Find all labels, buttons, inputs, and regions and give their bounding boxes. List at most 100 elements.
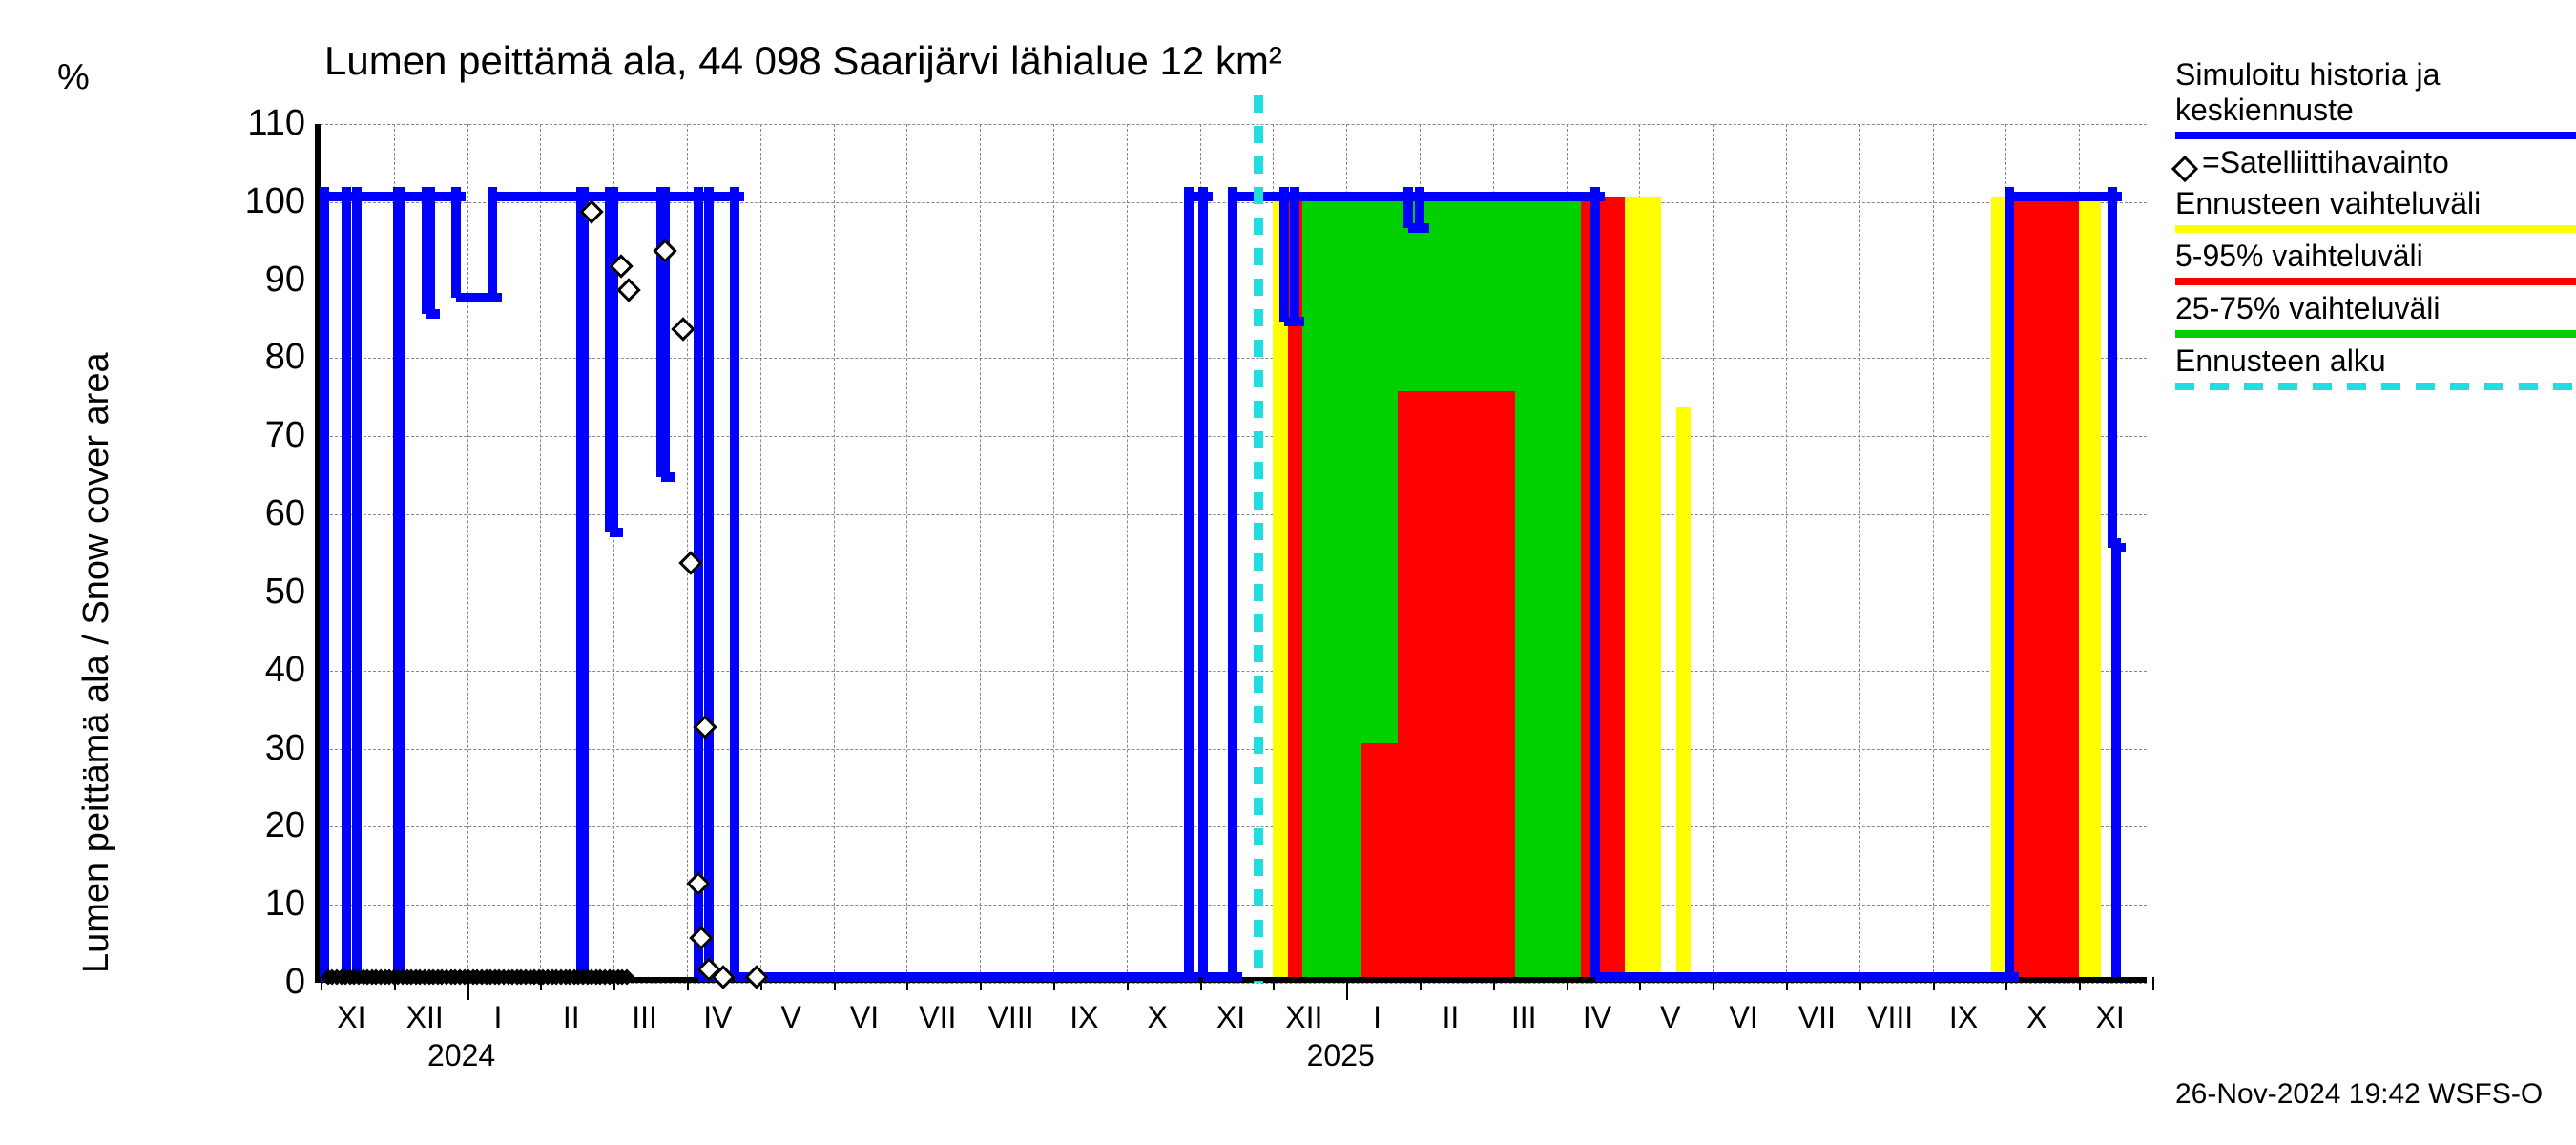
band-green bbox=[1302, 197, 1361, 977]
satellite-marker bbox=[616, 278, 640, 302]
x-tick-label: X bbox=[1129, 1000, 1186, 1035]
x-tick-label: VII bbox=[909, 1000, 966, 1035]
sim-line bbox=[1290, 187, 1299, 322]
legend-label: Simuloitu historia ja bbox=[2175, 57, 2576, 93]
x-tick-label: I bbox=[469, 1000, 527, 1035]
grid-line-v bbox=[540, 124, 541, 977]
legend-swatch bbox=[2175, 383, 2576, 390]
grid-line-v bbox=[834, 124, 835, 977]
x-tick bbox=[1273, 977, 1275, 990]
sim-line bbox=[2005, 187, 2014, 977]
x-tick-label: III bbox=[1495, 1000, 1552, 1035]
plot-area bbox=[315, 124, 2147, 983]
sim-line bbox=[1403, 187, 1413, 228]
y-tick-label: 30 bbox=[219, 728, 305, 769]
sim-line bbox=[1590, 187, 1600, 977]
legend-item: 25-75% vaihteluväli bbox=[2175, 291, 2576, 338]
y-tick-label: 50 bbox=[219, 572, 305, 613]
y-tick-label: 40 bbox=[219, 650, 305, 691]
legend-label: Ennusteen alku bbox=[2175, 344, 2576, 379]
x-tick bbox=[1200, 977, 1202, 990]
x-tick-label: VI bbox=[1715, 1000, 1773, 1035]
legend-label: Ennusteen vaihteluväli bbox=[2175, 186, 2576, 221]
forecast-start-line bbox=[1254, 95, 1263, 983]
legend: Simuloitu historia jakeskiennuste =Satell… bbox=[2175, 57, 2576, 396]
sim-line bbox=[1184, 187, 1194, 977]
y-tick-label: 100 bbox=[219, 181, 305, 222]
grid-line-v bbox=[980, 124, 981, 977]
sim-line bbox=[342, 187, 351, 977]
band-green bbox=[1515, 197, 1581, 977]
x-tick-label: VI bbox=[836, 1000, 893, 1035]
y-tick-label: 10 bbox=[219, 884, 305, 925]
grid-line-v bbox=[1933, 124, 1934, 977]
grid-line-v bbox=[1053, 124, 1054, 977]
y-tick-label: 60 bbox=[219, 493, 305, 534]
sim-line bbox=[730, 187, 739, 977]
x-tick-label: I bbox=[1349, 1000, 1406, 1035]
band-yellow bbox=[1676, 407, 1691, 977]
y-axis-unit: % bbox=[57, 57, 90, 98]
legend-item: Ennusteen alku bbox=[2175, 344, 2576, 390]
legend-swatch bbox=[2175, 225, 2576, 233]
sim-line bbox=[352, 187, 362, 977]
x-tick bbox=[1420, 977, 1422, 990]
sim-line bbox=[1228, 187, 1237, 977]
grid-line-v bbox=[906, 124, 907, 977]
sim-line bbox=[1295, 192, 1414, 201]
sim-line bbox=[779, 972, 1195, 982]
y-tick-label: 110 bbox=[219, 103, 305, 144]
grid-line-v bbox=[1859, 124, 1860, 977]
legend-swatch bbox=[2175, 278, 2576, 285]
x-tick-label: V bbox=[762, 1000, 820, 1035]
x-tick bbox=[2152, 977, 2154, 990]
legend-item: 5-95% vaihteluväli bbox=[2175, 239, 2576, 285]
x-tick-label: IV bbox=[1568, 1000, 1626, 1035]
sim-line bbox=[492, 192, 586, 201]
footer-stamp: 26-Nov-2024 19:42 WSFS-O bbox=[2175, 1078, 2543, 1111]
grid-line-v bbox=[1786, 124, 1787, 977]
band-red bbox=[2005, 197, 2079, 977]
legend-item: Ennusteen vaihteluväli bbox=[2175, 186, 2576, 233]
grid-line-v bbox=[760, 124, 761, 977]
legend-item: =Satelliittihavainto bbox=[2175, 145, 2576, 180]
sim-line bbox=[579, 187, 589, 977]
sim-line bbox=[1279, 187, 1289, 322]
diamond-icon bbox=[2171, 156, 2198, 182]
x-tick-label: II bbox=[543, 1000, 600, 1035]
x-tick bbox=[687, 977, 689, 990]
sim-line bbox=[451, 187, 461, 298]
x-tick-label: XII bbox=[396, 1000, 453, 1035]
x-tick-label: VIII bbox=[983, 1000, 1040, 1035]
legend-item: Simuloitu historia jakeskiennuste bbox=[2175, 57, 2576, 139]
x-tick-label: V bbox=[1642, 1000, 1699, 1035]
chart-title: Lumen peittämä ala, 44 098 Saarijärvi lä… bbox=[324, 38, 1282, 84]
y-tick-label: 80 bbox=[219, 337, 305, 378]
legend-swatch bbox=[2175, 330, 2576, 338]
sim-line bbox=[2009, 192, 2118, 201]
sim-line bbox=[1595, 972, 2015, 982]
x-tick-label: IV bbox=[689, 1000, 746, 1035]
sim-line bbox=[704, 187, 714, 977]
sim-line bbox=[396, 187, 405, 977]
grid-line-v bbox=[1127, 124, 1128, 977]
x-tick bbox=[2079, 977, 2081, 990]
sim-line bbox=[660, 187, 670, 478]
sim-line bbox=[1420, 192, 1598, 201]
grid-line-v bbox=[1713, 124, 1714, 977]
satellite-marker bbox=[671, 317, 695, 341]
sim-line bbox=[694, 187, 703, 977]
x-tick-label: X bbox=[2008, 1000, 2066, 1035]
x-tick-label: VII bbox=[1788, 1000, 1845, 1035]
x-tick-label: XI bbox=[322, 1000, 380, 1035]
x-tick-label: VIII bbox=[1861, 1000, 1919, 1035]
y-axis-label: Lumen peittämä ala / Snow cover area bbox=[76, 352, 117, 973]
x-tick-year bbox=[1346, 977, 1348, 1000]
y-tick-label: 90 bbox=[219, 260, 305, 301]
sim-line bbox=[426, 187, 435, 314]
x-year-label: 2024 bbox=[414, 1038, 509, 1073]
x-tick bbox=[1493, 977, 1495, 990]
legend-label: =Satelliittihavainto bbox=[2202, 145, 2449, 179]
sim-line bbox=[2108, 187, 2117, 548]
sim-line bbox=[320, 187, 329, 977]
